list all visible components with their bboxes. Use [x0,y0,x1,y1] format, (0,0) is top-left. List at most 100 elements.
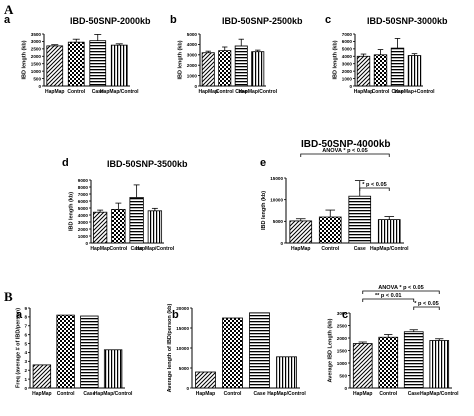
bar [218,50,232,87]
y-tick-label: 3000 [342,62,353,67]
y-tick-label: 6000 [342,39,353,44]
significance-bracket [300,153,390,157]
bar [80,315,99,389]
x-tick-label: Control [372,89,390,95]
y-tick-label: 3000 [337,311,348,316]
x-tick-label: Case [408,391,420,397]
x-tick-label: Case [254,391,266,397]
bar [46,45,64,87]
y-tick-label: 9000 [78,178,89,183]
panel-label: b [170,14,177,26]
x-tick-label: HapMap [354,89,373,95]
y-tick-label: 6000 [78,199,89,204]
bar [92,211,108,244]
y-axis-label: Freq (average # of IBD/person) [15,308,21,388]
chart-Ab: b IBD-50SNP-2500kb 0 1000 2000 3000 4000 5000IB… [170,14,303,95]
y-tick-label: 7000 [342,32,353,37]
y-tick-label: 500 [339,373,347,378]
chart-Ad: d IBD-50SNP-3500kb 0 1000 2000 3000 4000 5000 60… [62,157,188,252]
bar [103,349,123,389]
x-tick-label: HapMap [291,246,310,252]
x-tick-label: Case [392,89,404,95]
y-tick-label: 0 [24,386,27,391]
bar [352,343,373,389]
bar [129,197,144,244]
y-tick-label: 0 [344,386,347,391]
x-tick-label: HapMap/Control [238,89,277,95]
x-tick-label: Control [216,89,234,95]
panel-label: e [260,157,266,169]
y-axis-label: IBD length (kb) [22,40,28,79]
x-tick-label: HapMap/Control [420,391,459,397]
bar [276,356,297,389]
y-tick-label: 20000 [176,306,189,311]
significance-bracket [362,290,440,294]
y-tick-label: 8 [24,315,27,320]
chart-title: IBD-50SNP-4000kb [301,139,390,150]
y-tick-label: 7 [24,324,27,329]
y-tick-label: 5000 [273,219,284,224]
y-tick-label: 2000 [342,69,353,74]
y-tick-label: 10000 [176,346,189,351]
x-tick-label: Case [92,89,104,95]
x-tick-label: HapMap [32,391,51,397]
y-axis-label: IBD length (kb) [178,40,184,79]
y-tick-label: 0 [194,84,197,89]
chart-title: IBD-50SNP-2500kb [222,16,303,26]
bar [378,336,399,389]
x-tick-label: Control [379,391,397,397]
y-tick-label: 0 [349,84,352,89]
y-tick-label: 500 [33,76,41,81]
y-axis-label: IBD length (kb) [333,40,339,79]
panel-label: c [325,14,331,26]
y-tick-label: 1500 [31,62,42,67]
y-tick-label: 0 [186,386,189,391]
bar [373,54,388,87]
y-axis-label: IBD length (kb) [69,192,75,231]
bar [251,51,265,87]
chart-Aa: a IBD-50SNP-2000kb 0 500 1000 1500 2000 2500 300… [4,14,151,95]
x-tick-label: HapMap [45,89,64,95]
significance-bracket [362,298,415,302]
y-tick-label: 6 [24,332,27,337]
x-tick-label: HapMap/Control [94,391,133,397]
y-tick-label: 3 [24,359,27,364]
y-tick-label: 3000 [78,220,89,225]
panel-label: b [172,309,179,321]
y-tick-label: 15000 [176,326,189,331]
y-tick-label: 2500 [31,47,42,52]
y-tick-label: 4000 [187,42,198,47]
y-tick-label: 4000 [342,54,353,59]
bar [222,317,243,389]
chart-Ae: e IBD-50SNP-4000kb 0 5000 10000 15000 IBD leng… [260,139,409,252]
y-tick-label: 1500 [337,348,348,353]
bar [111,208,126,244]
bar [234,45,248,87]
bar [147,210,163,244]
x-tick-label: HapMap [90,246,109,252]
bar [110,44,128,87]
y-tick-label: 1 [24,377,27,382]
x-tick-label: HapMap [199,89,218,95]
y-tick-label: 1000 [31,69,42,74]
y-tick-label: 15000 [270,176,283,181]
significance-label: ANOVA * p < 0.05 [378,285,424,291]
panel-label: d [62,157,69,169]
x-tick-label: Case [354,246,366,252]
y-axis-label: IBD length (kb) [261,191,267,230]
significance-label: ** p < 0.01 [375,293,402,299]
panel-label: a [4,14,11,26]
y-tick-label: 2000 [78,227,89,232]
bar [403,331,424,389]
significance-label: ANOVA * p < 0.05 [322,148,368,154]
chart-title: IBD-50SNP-2000kb [70,16,151,26]
bar [249,312,270,389]
x-tick-label: Control [67,89,85,95]
y-tick-label: 5000 [342,47,353,52]
y-tick-label: 1000 [187,73,198,78]
y-tick-label: 3500 [31,32,42,37]
x-tick-label: Case [83,391,95,397]
y-tick-label: 4 [24,350,27,355]
